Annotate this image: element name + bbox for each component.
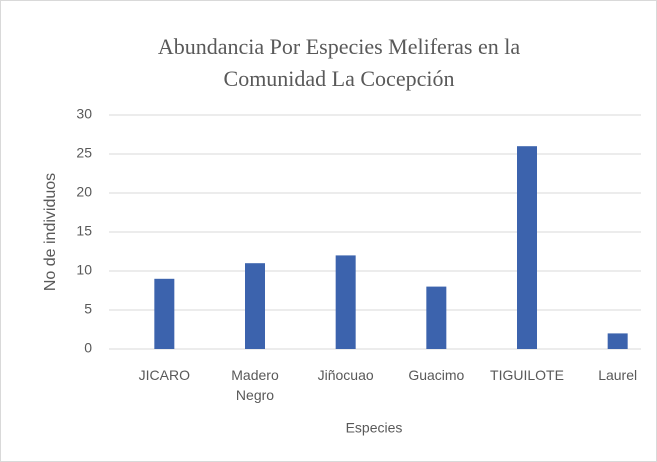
x-tick-label: JICARO <box>138 367 190 383</box>
x-axis-label: Especies <box>346 420 403 436</box>
bar <box>517 146 537 349</box>
bar <box>426 286 447 349</box>
chart-title: Abundancia Por Especies Meliferas en la … <box>157 34 521 91</box>
bar <box>607 333 628 349</box>
y-tick-label: 10 <box>76 262 92 278</box>
y-tick-label: 20 <box>76 184 92 200</box>
x-tick-label: Jiñocuao <box>317 367 374 383</box>
y-tick-label: 0 <box>84 340 92 356</box>
bar <box>154 278 175 349</box>
bar <box>335 255 356 349</box>
x-tick-label: Madero Negro <box>231 367 279 403</box>
x-tick-label: TIGUILOTE <box>490 367 564 383</box>
bar <box>245 263 265 349</box>
x-tick-label: Laurel <box>598 367 638 383</box>
y-tick-label: 15 <box>76 223 92 239</box>
y-tick-label: 25 <box>76 145 92 161</box>
x-tick-label: Guacimo <box>408 367 465 383</box>
y-tick-label: 30 <box>76 106 92 122</box>
y-axis-label: No de individuos <box>42 173 59 291</box>
y-tick-label: 5 <box>84 301 92 317</box>
